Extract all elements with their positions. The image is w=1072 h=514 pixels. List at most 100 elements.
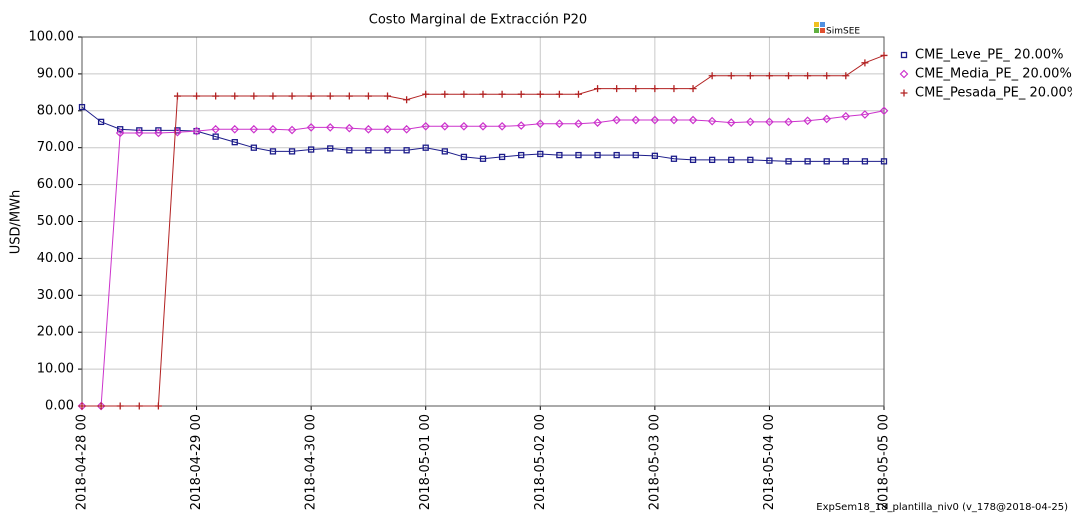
logo-text: SimSEE <box>826 27 860 37</box>
marker <box>518 151 525 159</box>
marker <box>726 118 736 127</box>
marker <box>880 158 888 165</box>
marker <box>498 153 506 161</box>
marker <box>823 72 831 80</box>
marker <box>479 155 487 162</box>
marker <box>575 151 582 159</box>
marker <box>860 110 870 119</box>
legend-marker <box>900 51 908 59</box>
x-tick-label: 2018-05-03 00 <box>647 414 662 510</box>
marker <box>517 90 525 98</box>
marker <box>269 148 277 155</box>
legend-label: CME_Pesada_PE_ 20.00% <box>915 86 1072 101</box>
x-tick-label: 2018-05-02 00 <box>533 414 548 510</box>
marker <box>785 158 792 165</box>
marker <box>193 92 201 100</box>
marker <box>556 151 563 159</box>
marker <box>537 150 544 158</box>
logo-square <box>814 28 819 33</box>
marker <box>383 124 392 134</box>
marker <box>612 115 622 125</box>
series-line <box>82 110 885 407</box>
marker <box>593 118 602 127</box>
marker <box>842 158 849 165</box>
marker <box>689 156 697 164</box>
marker <box>669 115 679 125</box>
marker <box>479 90 487 98</box>
legend-label: CME_Media_PE_ 20.00% <box>915 67 1072 82</box>
marker <box>632 151 639 159</box>
y-tick-label: 50.00 <box>37 214 74 229</box>
marker <box>670 155 678 162</box>
y-axis-label: USD/MWh <box>9 190 24 254</box>
marker <box>384 92 392 100</box>
logo-square <box>820 28 825 33</box>
series <box>78 51 888 410</box>
marker <box>459 121 469 131</box>
marker <box>728 156 735 164</box>
marker <box>115 128 125 138</box>
marker <box>135 402 143 410</box>
marker <box>134 128 144 138</box>
footer: ExpSem18_18_plantilla_niv0 (v_178@2018-0… <box>816 502 1068 513</box>
marker <box>154 402 162 410</box>
marker <box>574 119 583 129</box>
marker <box>803 116 812 126</box>
legend-label: CME_Leve_PE_ 20.00% <box>915 48 1063 63</box>
y-tick-label: 80.00 <box>37 103 74 118</box>
marker <box>516 121 526 130</box>
marker <box>861 59 869 67</box>
marker <box>231 92 239 100</box>
x-tick-label: 2018-04-29 00 <box>189 414 204 510</box>
marker <box>707 116 717 126</box>
marker <box>345 92 353 100</box>
marker <box>384 147 391 154</box>
marker <box>535 119 545 129</box>
marker <box>745 117 755 127</box>
marker <box>422 144 429 151</box>
marker <box>288 92 296 100</box>
x-tick-label: 2018-05-01 00 <box>418 414 433 510</box>
marker <box>536 90 544 98</box>
marker <box>422 90 430 98</box>
marker <box>364 124 373 134</box>
marker <box>841 111 851 121</box>
marker <box>441 90 449 98</box>
marker <box>346 147 353 154</box>
legend-marker <box>899 69 909 79</box>
marker <box>154 128 163 138</box>
marker <box>173 92 181 100</box>
marker <box>421 121 431 131</box>
x-tick-label: 2018-05-05 00 <box>877 414 892 510</box>
marker <box>402 124 411 134</box>
marker <box>708 72 716 80</box>
marker <box>249 124 259 134</box>
y-tick-label: 70.00 <box>37 140 74 155</box>
marker <box>250 92 258 100</box>
series <box>78 103 888 165</box>
y-tick-label: 0.00 <box>45 399 74 414</box>
legend-marker <box>900 89 908 97</box>
marker <box>861 158 869 165</box>
marker <box>555 119 564 129</box>
marker <box>689 85 697 93</box>
marker <box>650 115 660 125</box>
marker <box>842 72 850 80</box>
marker <box>727 72 735 80</box>
marker <box>594 85 602 93</box>
y-tick-label: 60.00 <box>37 177 74 192</box>
marker <box>116 402 124 410</box>
marker <box>765 72 773 80</box>
marker <box>879 106 889 116</box>
marker <box>212 92 220 100</box>
series-line <box>81 106 884 162</box>
y-tick-label: 10.00 <box>37 362 74 377</box>
marker <box>307 92 315 100</box>
y-tick-label: 40.00 <box>37 251 74 266</box>
marker <box>364 92 372 100</box>
logo-square <box>820 22 825 27</box>
marker <box>268 124 278 134</box>
marker <box>117 126 124 133</box>
marker <box>804 158 811 165</box>
